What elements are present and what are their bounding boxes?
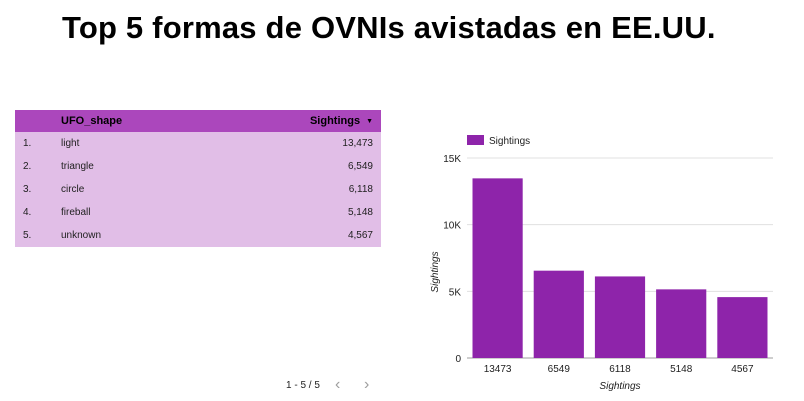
row-shape: triangle: [61, 161, 94, 172]
row-shape: fireball: [61, 207, 91, 218]
chevron-left-icon[interactable]: ‹: [335, 376, 341, 393]
sort-descending-icon[interactable]: ▼: [366, 118, 373, 125]
row-shape: light: [61, 138, 80, 149]
row-sightings: 6,549: [347, 161, 373, 172]
page-title: Top 5 formas de OVNIs avistadas en EE.UU…: [62, 10, 716, 45]
sightings-header-label: Sightings: [309, 115, 361, 127]
row-index: 1.: [23, 138, 32, 149]
bar: [656, 289, 707, 358]
table-row: 2. triangle 6,549: [15, 155, 381, 178]
bar: [717, 297, 768, 358]
shapes-table: UFO_shape Sightings ▼ 1. light 13,473 2. …: [15, 110, 381, 247]
table-header-row: UFO_shape Sightings ▼: [15, 110, 381, 132]
row-index: 4.: [23, 207, 32, 218]
x-tick-label: 6118: [609, 364, 631, 375]
bar: [533, 270, 584, 358]
row-sightings: 4,567: [347, 230, 373, 241]
y-tick-label: 15K: [443, 154, 461, 165]
x-tick-label: 4567: [731, 364, 754, 375]
y-tick-label: 5K: [449, 287, 462, 298]
x-tick-label: 13473: [484, 364, 512, 375]
shape-column-header[interactable]: UFO_shape: [61, 115, 123, 127]
index-header: [15, 110, 61, 132]
row-index: 2.: [23, 161, 32, 172]
row-sightings: 5,148: [347, 207, 373, 218]
x-axis-title: Sightings: [599, 381, 640, 392]
bar: [594, 276, 646, 358]
table-row: 1. light 13,473: [15, 132, 381, 155]
y-axis-title: Sightings: [430, 251, 441, 292]
pagination-label: 1 - 5 / 5: [286, 380, 320, 391]
sightings-bar-chart: Sightings 0 5K 10K 15K 13473 6549 6118 5148 4567 S…: [430, 135, 773, 392]
x-tick-label: 5148: [670, 364, 693, 375]
row-index: 5.: [23, 230, 32, 241]
table-row: 4. fireball 5,148: [15, 201, 381, 224]
y-tick-label: 10K: [443, 221, 461, 232]
row-sightings: 6,118: [348, 184, 373, 195]
row-shape: unknown: [61, 230, 102, 241]
bar: [472, 178, 523, 358]
row-shape: circle: [61, 184, 85, 195]
chevron-right-icon[interactable]: ›: [364, 376, 370, 393]
table-row: 5. unknown 4,567: [15, 224, 381, 247]
legend-swatch: [467, 135, 484, 145]
x-tick-label: 6549: [548, 364, 571, 375]
row-sightings: 13,473: [342, 138, 373, 149]
y-tick-label: 0: [455, 354, 461, 365]
sightings-column-header[interactable]: Sightings ▼: [261, 110, 381, 132]
legend-label: Sightings: [489, 136, 530, 147]
table-row: 3. circle 6,118: [15, 178, 381, 201]
row-index: 3.: [23, 184, 32, 195]
